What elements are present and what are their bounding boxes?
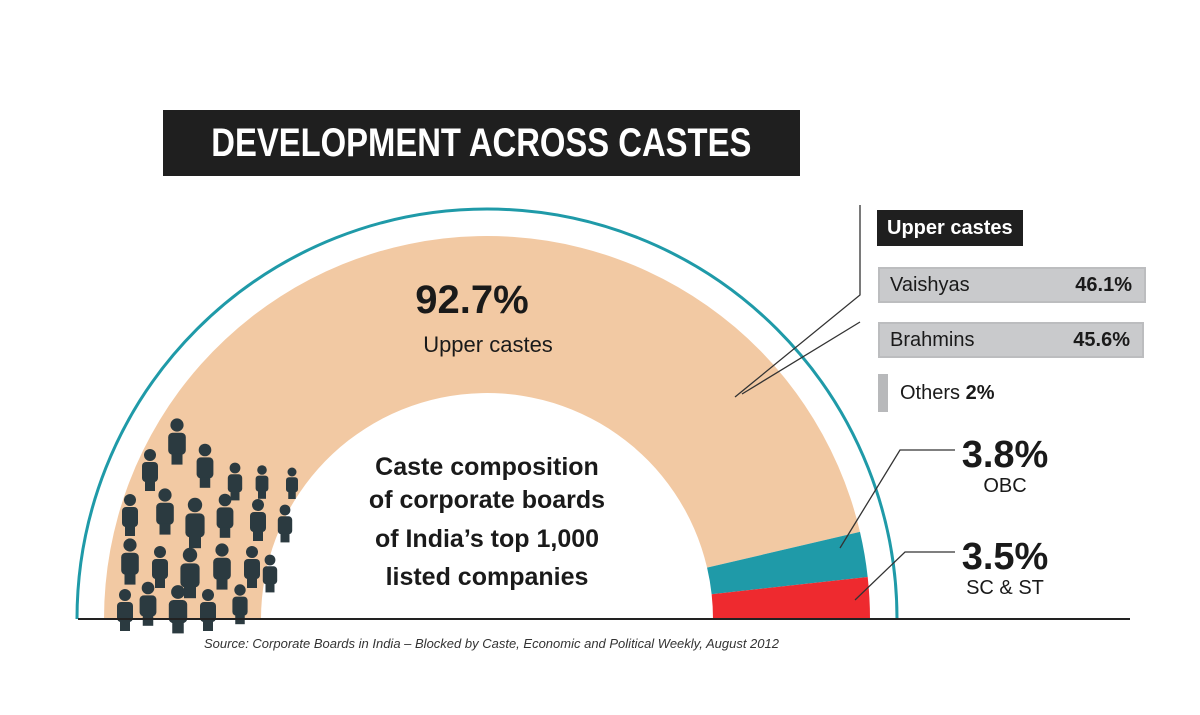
- obc-value: 3.8%: [961, 434, 1049, 476]
- center-text-line-4: listed companies: [386, 563, 589, 591]
- others-bar-swatch: [878, 374, 888, 412]
- person-icon: [122, 494, 138, 536]
- slice-scst: [711, 576, 870, 619]
- leader-upper-brahmins: [741, 321, 861, 395]
- slice-upper: [104, 235, 860, 619]
- slice-obc: [707, 531, 868, 595]
- person-icon: [180, 547, 200, 599]
- source-note: Source: Corporate Boards in India – Bloc…: [204, 636, 779, 651]
- scst-callout: 3.5% SC & ST: [945, 537, 1065, 599]
- person-icon: [152, 546, 168, 588]
- person-icon: [262, 554, 278, 593]
- upper-castes-header: Upper castes: [877, 210, 1023, 246]
- leader-scst: [854, 551, 955, 601]
- person-icon: [286, 467, 298, 499]
- breakdown-value: 2%: [965, 381, 995, 404]
- person-icon: [168, 585, 188, 634]
- obc-label: OBC: [983, 475, 1027, 497]
- breakdown-value: 45.6%: [1073, 328, 1130, 351]
- person-icon: [139, 581, 157, 626]
- leader-upper-vertical: [734, 205, 861, 398]
- breakdown-label: Others: [900, 381, 961, 404]
- scst-label: SC & ST: [966, 577, 1044, 599]
- person-icon: [121, 538, 139, 585]
- person-icon: [277, 504, 293, 543]
- person-icon: [142, 449, 158, 491]
- person-icon: [227, 462, 243, 501]
- person-icon: [117, 589, 133, 631]
- leader-lines: [734, 205, 955, 601]
- person-icon: [156, 488, 174, 535]
- leader-obc: [839, 449, 955, 549]
- breakdown-bar-vaishyas: Vaishyas 46.1%: [878, 267, 1146, 303]
- person-icon: [168, 418, 186, 465]
- upper-castes-label: Upper castes: [423, 332, 553, 357]
- center-text-line-3: of India’s top 1,000: [375, 525, 599, 553]
- person-icon: [185, 497, 205, 549]
- breakdown-label: Vaishyas: [890, 273, 970, 296]
- breakdown-bar-brahmins: Brahmins 45.6%: [878, 322, 1144, 358]
- chart-title-text: DEVELOPMENT ACROSS CASTES: [211, 120, 752, 165]
- people-crowd-icon: [117, 418, 298, 634]
- breakdown-bar-others: Others 2%: [878, 374, 995, 412]
- person-icon: [250, 499, 266, 541]
- breakdown-value: 46.1%: [1075, 273, 1132, 296]
- person-icon: [200, 589, 216, 631]
- person-icon: [255, 465, 269, 499]
- breakdown-label: Brahmins: [890, 328, 975, 351]
- obc-callout: 3.8% OBC: [945, 435, 1065, 497]
- scst-value: 3.5%: [961, 536, 1049, 578]
- person-icon: [213, 543, 231, 590]
- outer-ring-arc: [75, 207, 899, 620]
- person-icon: [216, 493, 234, 538]
- person-icon: [196, 443, 214, 488]
- center-text-line-2: of corporate boards: [369, 486, 605, 514]
- person-icon: [244, 546, 260, 588]
- upper-castes-value: 92.7%: [415, 278, 528, 322]
- chart-title: DEVELOPMENT ACROSS CASTES: [163, 110, 800, 176]
- center-text-line-1: Caste composition: [375, 453, 599, 481]
- outer-ring: [75, 207, 899, 620]
- donut-slices: [104, 235, 870, 619]
